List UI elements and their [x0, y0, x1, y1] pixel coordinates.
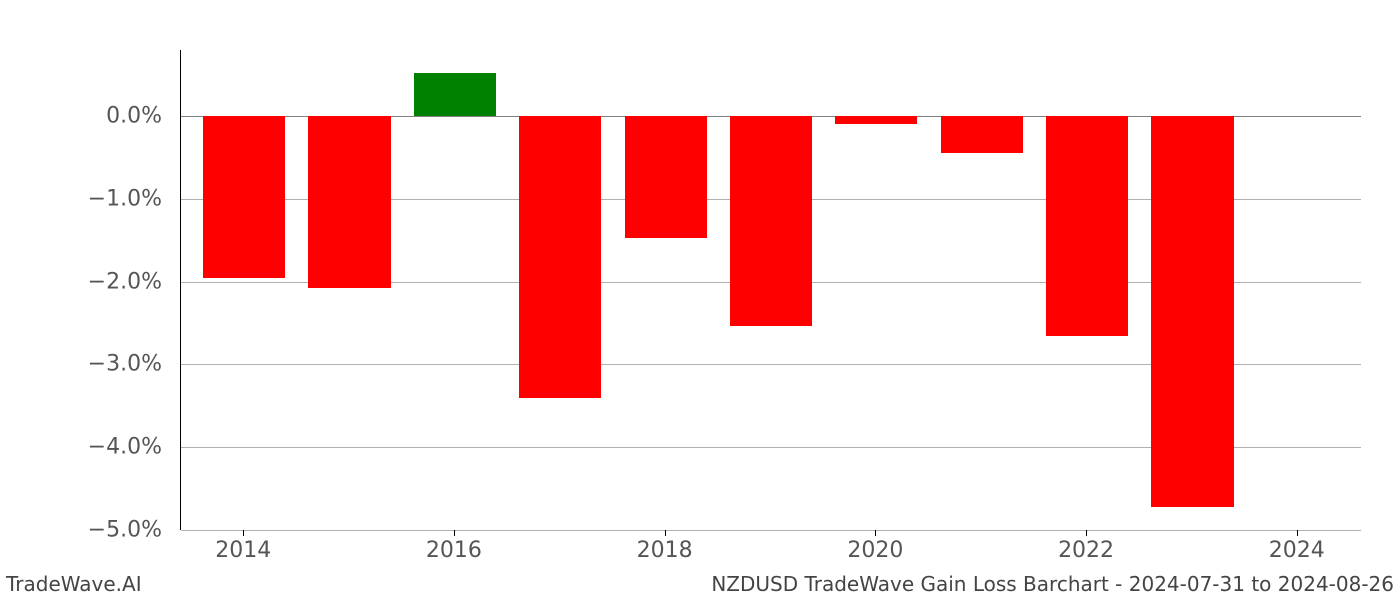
y-tick-label: 0.0% — [0, 104, 162, 129]
footer-left-text: TradeWave.AI — [6, 572, 142, 596]
bar — [835, 116, 917, 124]
bar — [941, 116, 1023, 153]
x-tick-mark — [1086, 530, 1087, 536]
bar — [414, 73, 496, 116]
x-tick-label: 2014 — [215, 538, 271, 563]
bar — [203, 116, 285, 277]
bar — [625, 116, 707, 238]
chart-container: TradeWave.AI NZDUSD TradeWave Gain Loss … — [0, 0, 1400, 600]
bar — [519, 116, 601, 397]
y-tick-label: −2.0% — [0, 269, 162, 294]
x-tick-mark — [454, 530, 455, 536]
bar — [730, 116, 812, 325]
x-tick-label: 2018 — [637, 538, 693, 563]
x-tick-label: 2024 — [1269, 538, 1325, 563]
y-tick-label: −4.0% — [0, 435, 162, 460]
x-tick-label: 2016 — [426, 538, 482, 563]
x-tick-mark — [243, 530, 244, 536]
x-tick-mark — [665, 530, 666, 536]
footer-right-text: NZDUSD TradeWave Gain Loss Barchart - 20… — [711, 572, 1394, 596]
x-tick-label: 2022 — [1058, 538, 1114, 563]
y-tick-label: −3.0% — [0, 352, 162, 377]
bar — [308, 116, 390, 288]
x-tick-label: 2020 — [847, 538, 903, 563]
bar — [1151, 116, 1233, 507]
x-tick-mark — [1297, 530, 1298, 536]
y-grid-line — [181, 530, 1361, 531]
plot-area — [180, 50, 1360, 530]
x-tick-mark — [875, 530, 876, 536]
bar — [1046, 116, 1128, 335]
y-tick-label: −1.0% — [0, 186, 162, 211]
y-tick-label: −5.0% — [0, 518, 162, 543]
